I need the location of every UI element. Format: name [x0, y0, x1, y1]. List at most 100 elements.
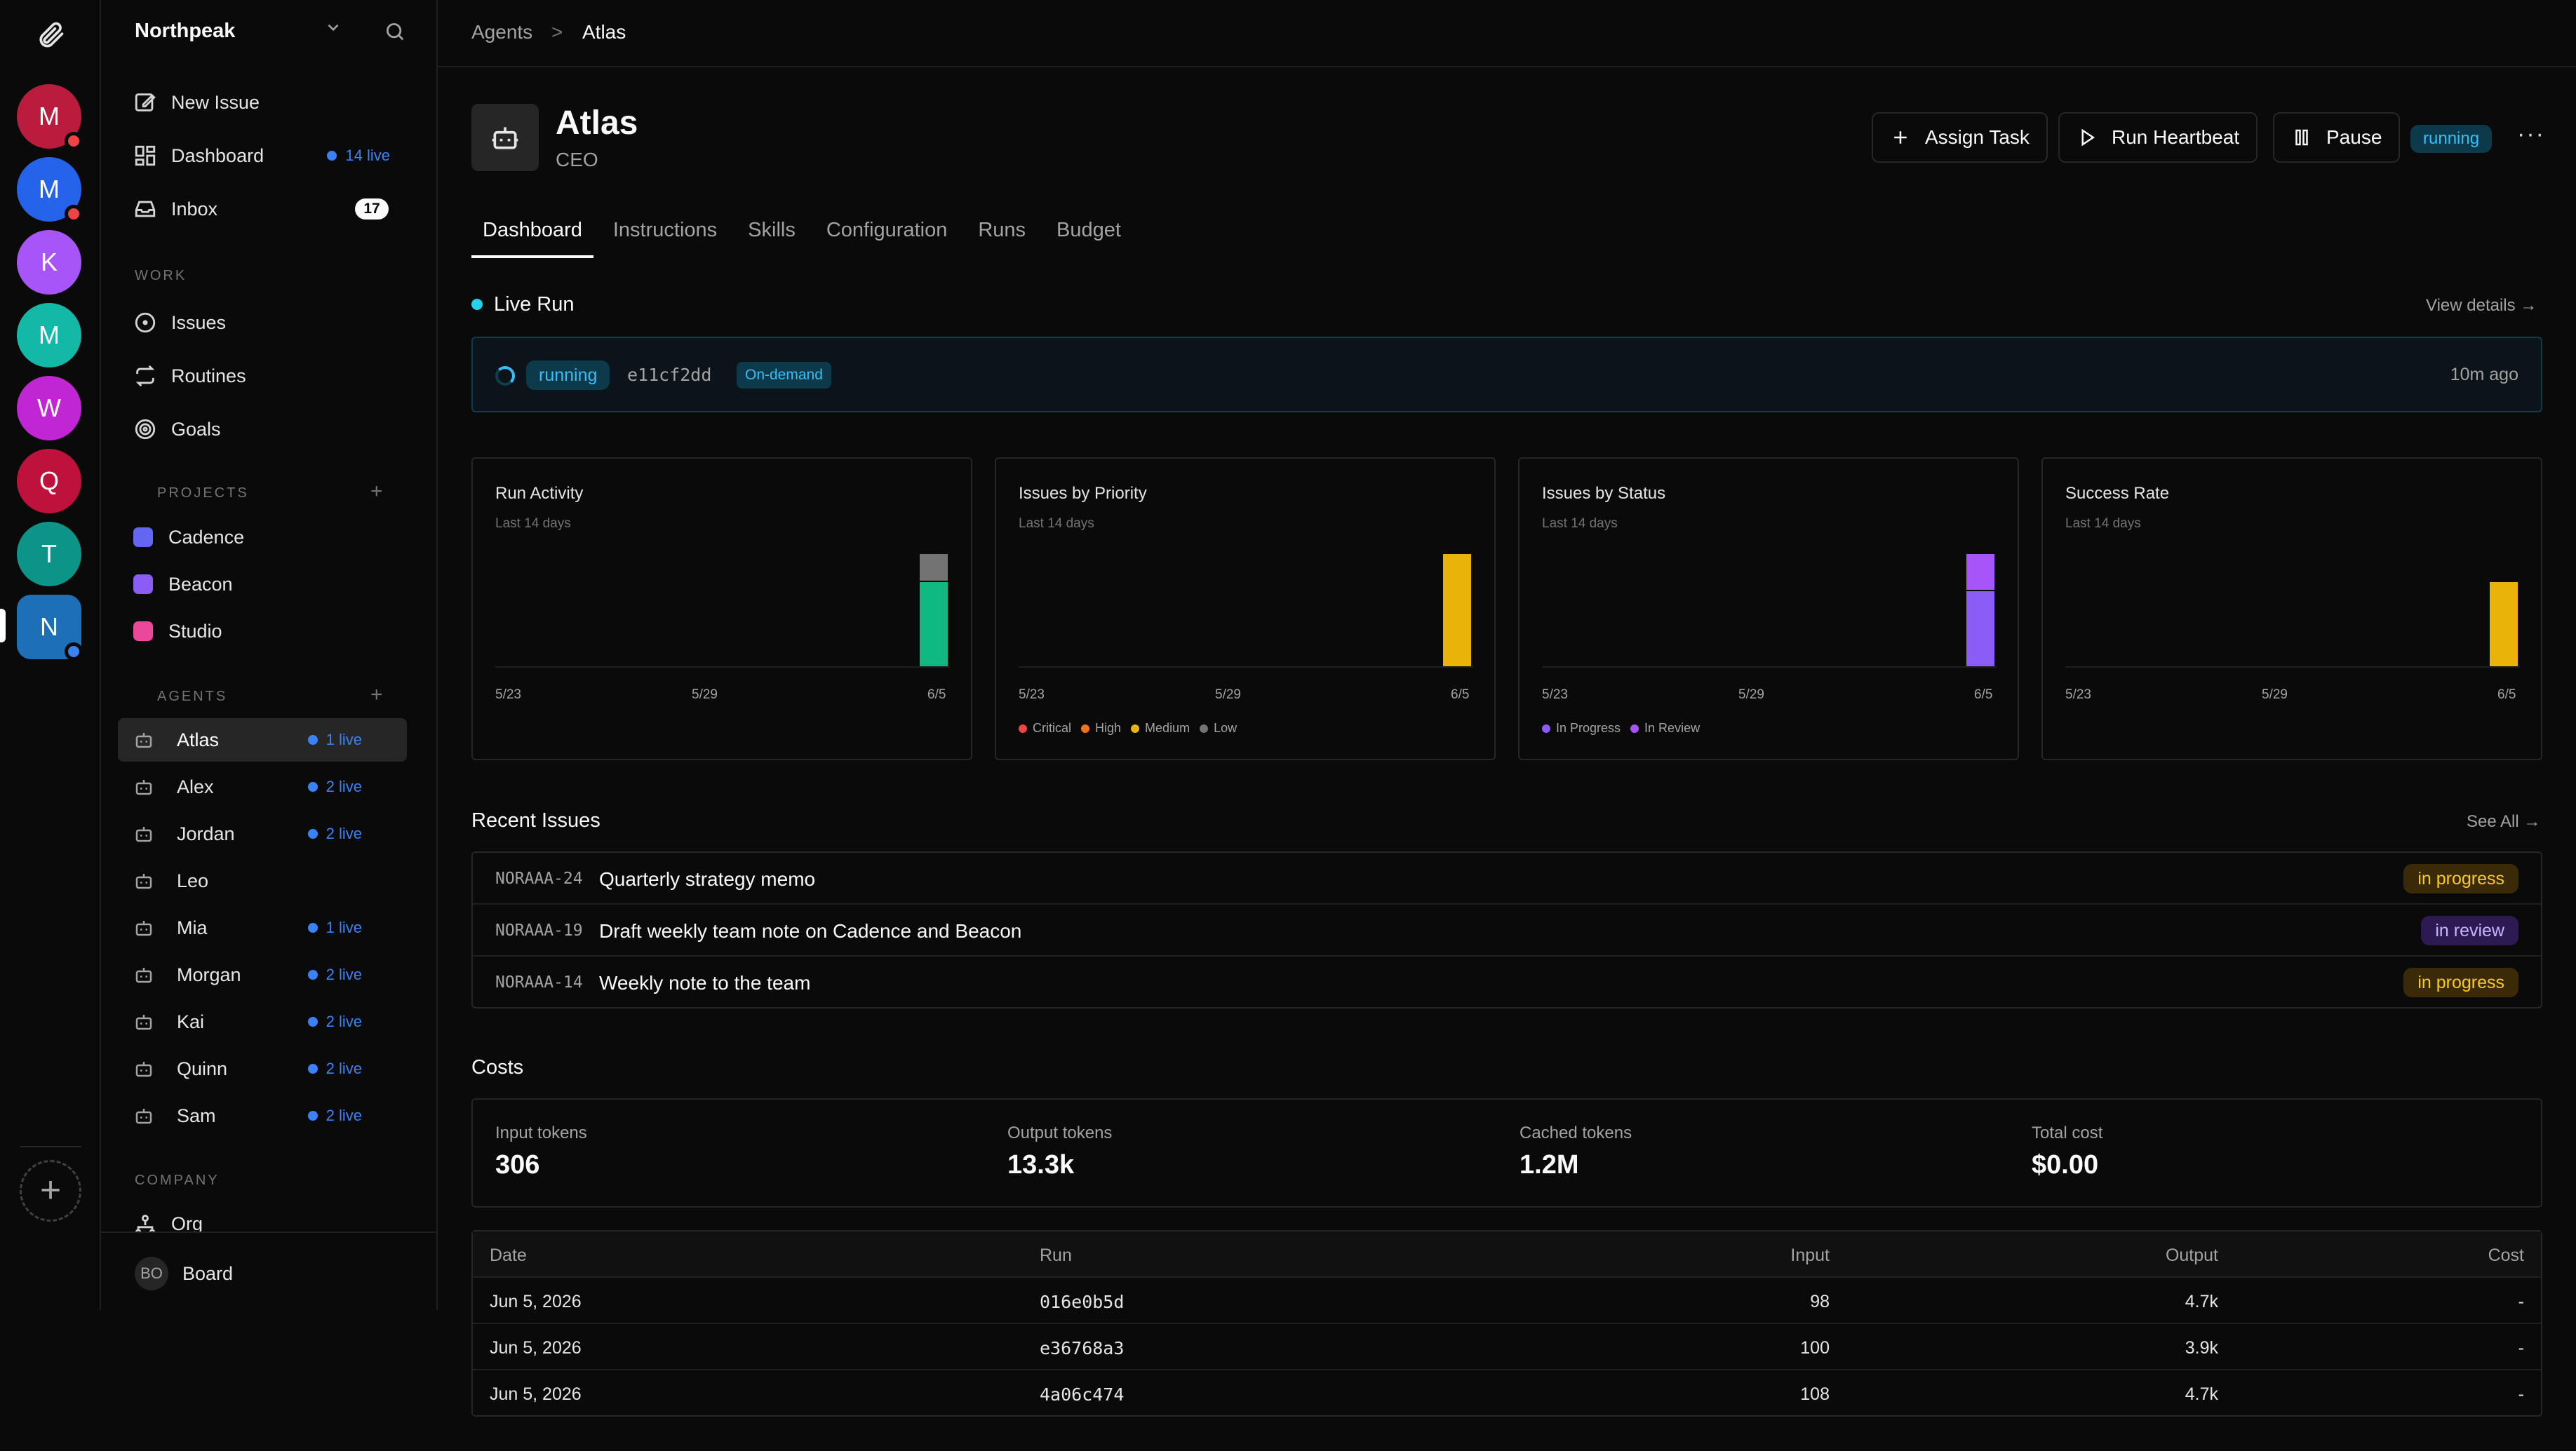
- pause-label: Pause: [2326, 126, 2382, 148]
- tab-instructions[interactable]: Instructions: [612, 219, 718, 241]
- new-issue-button[interactable]: New Issue: [118, 80, 407, 125]
- live-badge: 2 live: [307, 1013, 362, 1031]
- column-header[interactable]: Run: [1040, 1246, 1072, 1265]
- company-avatar[interactable]: M: [17, 303, 81, 367]
- run-time: 10m ago: [2450, 365, 2518, 384]
- pause-icon: [2295, 129, 2308, 146]
- avatar-letter: N: [40, 612, 58, 641]
- column-header[interactable]: Cost: [2488, 1246, 2524, 1265]
- chart-bar: [1966, 554, 1994, 592]
- agent-name: Sam: [177, 1105, 216, 1126]
- company-avatar[interactable]: N: [17, 595, 83, 661]
- table-cell-date: Jun 5, 2026: [490, 1292, 582, 1311]
- nav-routines[interactable]: Routines: [118, 353, 407, 398]
- table-row[interactable]: Jun 5, 2026 4a06c474 108 4.7k -: [473, 1370, 2541, 1417]
- target-icon: [135, 419, 156, 440]
- nav-org[interactable]: Org: [118, 1203, 407, 1231]
- list-item[interactable]: NORAAA-14 Weekly note to the team in progr…: [473, 957, 2541, 1008]
- nav-inbox-label: Inbox: [171, 198, 218, 220]
- live-run-row[interactable]: running e11cf2dd On-demand 10m ago: [471, 337, 2542, 412]
- add-company-button[interactable]: +: [20, 1160, 81, 1222]
- company-avatar[interactable]: K: [17, 230, 81, 295]
- column-header[interactable]: Input: [1790, 1246, 1830, 1265]
- sidebar-project-item[interactable]: Beacon: [118, 562, 407, 607]
- bot-icon: [471, 104, 539, 171]
- cost-total: Total cost $0.00: [2032, 1123, 2102, 1180]
- company-avatar[interactable]: M: [17, 157, 83, 223]
- project-color-icon: [133, 621, 153, 641]
- sidebar-agent-item[interactable]: Sam 2 live: [118, 1094, 407, 1138]
- add-project-icon[interactable]: +: [370, 480, 383, 503]
- live-count: 1 live: [326, 919, 362, 936]
- list-item[interactable]: NORAAA-19 Draft weekly team note on Caden…: [473, 905, 2541, 957]
- chart-title: Issues by Status: [1542, 484, 1666, 503]
- column-header[interactable]: Output: [2165, 1246, 2218, 1265]
- sidebar-agent-item[interactable]: Kai 2 live: [118, 1000, 407, 1044]
- view-details-link[interactable]: View details →: [2426, 296, 2537, 315]
- sidebar-agent-item[interactable]: Mia 1 live: [118, 906, 407, 950]
- cost-cached-tokens: Cached tokens 1.2M: [1520, 1123, 1632, 1180]
- legend-swatch: [1019, 724, 1027, 733]
- tab-budget[interactable]: Budget: [1056, 219, 1121, 241]
- notification-dot: [65, 205, 83, 223]
- table-row[interactable]: Jun 5, 2026 016e0b5d 98 4.7k -: [473, 1278, 2541, 1324]
- company-name[interactable]: Northpeak: [135, 20, 236, 42]
- column-header[interactable]: Date: [490, 1246, 527, 1265]
- sidebar-project-item[interactable]: Studio: [118, 609, 407, 654]
- bot-icon: [133, 1058, 154, 1079]
- company-avatar[interactable]: M: [17, 84, 83, 150]
- plus-icon: [1894, 131, 1907, 144]
- company-avatar[interactable]: Q: [17, 449, 81, 513]
- nav-dashboard[interactable]: Dashboard 14 live: [118, 133, 407, 178]
- table-cell-output: 4.7k: [2185, 1292, 2218, 1311]
- live-dot-icon: [307, 829, 318, 839]
- nav-issues[interactable]: Issues: [118, 300, 407, 345]
- sidebar-agent-item[interactable]: Alex 2 live: [118, 765, 407, 809]
- tab-configuration[interactable]: Configuration: [826, 219, 948, 241]
- run-status-badge: running: [526, 360, 610, 390]
- live-indicator-icon: [471, 299, 483, 310]
- tab-dashboard[interactable]: Dashboard: [471, 219, 593, 258]
- see-all-link[interactable]: See All →: [2467, 812, 2541, 831]
- nav-goals[interactable]: Goals: [118, 407, 407, 452]
- search-icon[interactable]: [383, 20, 407, 43]
- paperclip-logo-icon[interactable]: [35, 20, 66, 50]
- nav-inbox[interactable]: Inbox 17: [118, 187, 407, 231]
- more-options-icon[interactable]: ···: [2517, 121, 2545, 147]
- list-item[interactable]: NORAAA-24 Quarterly strategy memo in progr…: [473, 853, 2541, 905]
- company-avatar[interactable]: T: [17, 522, 81, 586]
- cost-label: Output tokens: [1007, 1123, 1113, 1142]
- x-tick-label: 5/29: [1215, 687, 1241, 702]
- play-icon: [2081, 128, 2095, 147]
- add-agent-icon[interactable]: +: [370, 683, 383, 706]
- breadcrumb-agents-link[interactable]: Agents: [471, 21, 533, 43]
- x-tick-label: 5/23: [2065, 687, 2091, 702]
- board-user[interactable]: BO Board: [135, 1257, 233, 1290]
- legend-item: In Review: [1630, 721, 1700, 736]
- pause-button[interactable]: Pause: [2273, 112, 2401, 163]
- chart-bar: [919, 582, 948, 666]
- issue-id: NORAAA-19: [495, 922, 583, 940]
- agent-name: Jordan: [177, 823, 235, 844]
- table-row[interactable]: Jun 5, 2026 e36768a3 100 3.9k -: [473, 1324, 2541, 1370]
- sidebar-agent-item[interactable]: Morgan 2 live: [118, 953, 407, 997]
- sidebar-agent-item[interactable]: Quinn 2 live: [118, 1047, 407, 1091]
- live-run-title: Live Run: [494, 293, 575, 316]
- tab-skills[interactable]: Skills: [748, 219, 796, 241]
- issue-id: NORAAA-14: [495, 973, 583, 992]
- page-title: Atlas: [556, 104, 638, 142]
- assign-task-button[interactable]: Assign Task: [1872, 112, 2048, 163]
- sidebar-project-item[interactable]: Cadence: [118, 515, 407, 560]
- section-work: WORK: [135, 268, 187, 283]
- sidebar-agent-item[interactable]: Leo: [118, 859, 407, 903]
- chevron-down-icon[interactable]: [324, 18, 342, 41]
- nav-issues-label: Issues: [171, 311, 227, 333]
- live-dot-icon: [307, 1064, 318, 1074]
- tab-runs[interactable]: Runs: [978, 219, 1026, 241]
- sidebar: Northpeak New Issue Dashboard 14 live In…: [101, 0, 438, 1310]
- run-heartbeat-button[interactable]: Run Heartbeat: [2058, 112, 2258, 163]
- company-avatar[interactable]: W: [17, 376, 81, 440]
- sidebar-agent-item[interactable]: Jordan 2 live: [118, 812, 407, 856]
- sidebar-agent-item[interactable]: Atlas 1 live: [118, 718, 407, 762]
- legend-label: In Review: [1644, 721, 1700, 735]
